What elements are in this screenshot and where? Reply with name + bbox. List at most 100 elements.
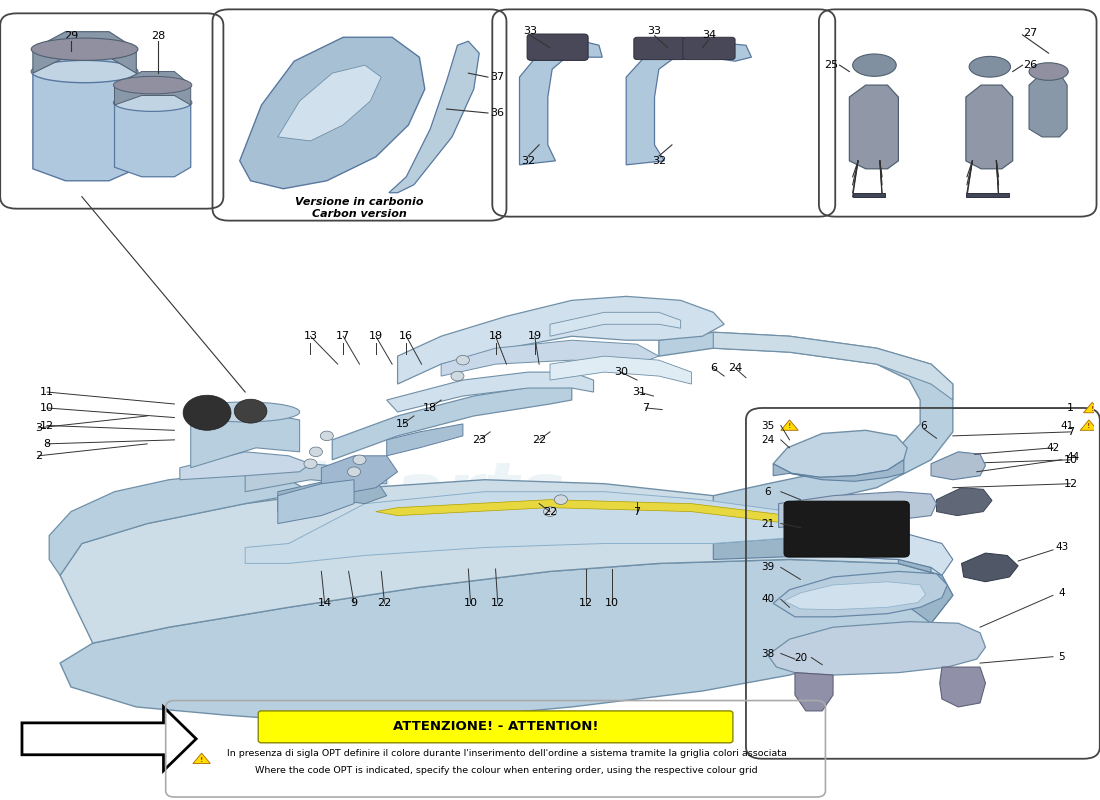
Text: 22: 22	[543, 506, 557, 517]
Text: 40: 40	[761, 594, 774, 604]
Text: 12: 12	[40, 421, 54, 430]
Polygon shape	[278, 480, 354, 523]
Text: 10: 10	[1064, 454, 1077, 465]
Text: 13: 13	[304, 331, 318, 342]
Polygon shape	[781, 420, 799, 430]
Circle shape	[348, 467, 361, 477]
Polygon shape	[550, 356, 692, 384]
Text: 27: 27	[1024, 28, 1037, 38]
Text: el1parts: el1parts	[208, 458, 565, 533]
Circle shape	[451, 371, 464, 381]
Text: 3: 3	[35, 423, 42, 433]
Polygon shape	[245, 464, 387, 492]
Text: 1: 1	[1067, 403, 1074, 413]
Text: 31: 31	[632, 387, 647, 397]
Text: 38: 38	[761, 649, 774, 658]
Polygon shape	[773, 460, 904, 482]
Text: 6: 6	[764, 486, 771, 497]
Polygon shape	[190, 412, 299, 468]
Text: 29: 29	[64, 30, 78, 41]
Text: 23: 23	[472, 435, 486, 445]
Polygon shape	[387, 372, 594, 412]
Text: 43: 43	[1055, 542, 1068, 553]
Polygon shape	[1084, 402, 1100, 413]
Polygon shape	[779, 492, 936, 527]
Polygon shape	[966, 193, 1010, 197]
Polygon shape	[1080, 420, 1098, 430]
Polygon shape	[773, 430, 908, 478]
Ellipse shape	[969, 56, 1011, 77]
Polygon shape	[939, 667, 986, 707]
Text: !: !	[788, 423, 791, 430]
Text: 12: 12	[491, 598, 505, 608]
Text: 15: 15	[396, 419, 410, 429]
Text: 20: 20	[794, 653, 807, 662]
Text: 16: 16	[399, 331, 414, 342]
Polygon shape	[240, 38, 425, 189]
Polygon shape	[278, 480, 387, 512]
Polygon shape	[659, 332, 953, 523]
Text: 37: 37	[491, 72, 504, 82]
Text: 10: 10	[40, 403, 54, 413]
Text: 6: 6	[920, 421, 926, 430]
Text: 30: 30	[614, 367, 628, 377]
Polygon shape	[852, 193, 886, 197]
Polygon shape	[387, 424, 463, 456]
Ellipse shape	[113, 94, 191, 111]
Text: 7: 7	[634, 506, 640, 517]
Text: In presenza di sigla OPT definire il colore durante l'inserimento dell'ordine a : In presenza di sigla OPT definire il col…	[227, 749, 786, 758]
Text: 25: 25	[824, 60, 838, 70]
Circle shape	[234, 399, 267, 423]
Polygon shape	[376, 500, 812, 523]
Text: 33: 33	[524, 26, 538, 36]
Polygon shape	[713, 332, 953, 400]
Text: 26: 26	[1024, 60, 1037, 70]
Polygon shape	[397, 296, 724, 384]
Circle shape	[183, 395, 231, 430]
Polygon shape	[245, 492, 833, 563]
Circle shape	[353, 455, 366, 465]
Circle shape	[304, 459, 317, 469]
Polygon shape	[441, 340, 659, 376]
Text: 7: 7	[1067, 427, 1074, 437]
Text: 33: 33	[648, 26, 661, 36]
Polygon shape	[966, 85, 1013, 169]
Text: 14: 14	[318, 598, 332, 608]
Polygon shape	[332, 384, 572, 460]
Text: 12: 12	[1064, 478, 1078, 489]
Text: 24: 24	[761, 435, 774, 445]
Text: !: !	[200, 757, 204, 762]
Polygon shape	[936, 488, 992, 515]
Text: 34: 34	[702, 30, 716, 40]
Polygon shape	[33, 54, 136, 181]
Text: 9: 9	[351, 598, 358, 608]
Text: 22: 22	[377, 598, 392, 608]
Text: 44: 44	[1066, 452, 1079, 462]
Ellipse shape	[1028, 62, 1068, 80]
FancyBboxPatch shape	[683, 38, 735, 59]
Text: 28: 28	[151, 30, 165, 41]
Polygon shape	[822, 531, 953, 575]
Text: 18: 18	[488, 331, 503, 342]
Text: 18: 18	[424, 403, 438, 413]
Text: 5: 5	[1058, 652, 1065, 662]
Text: 17: 17	[337, 331, 350, 342]
Text: Versione in carbonio: Versione in carbonio	[295, 198, 424, 207]
Ellipse shape	[31, 60, 138, 82]
Text: 21: 21	[761, 518, 774, 529]
Polygon shape	[22, 707, 196, 770]
Text: .com: .com	[534, 550, 675, 602]
Polygon shape	[321, 456, 397, 496]
Polygon shape	[179, 452, 310, 480]
Text: 19: 19	[528, 331, 542, 342]
Ellipse shape	[852, 54, 896, 76]
Circle shape	[309, 447, 322, 457]
Circle shape	[554, 495, 568, 505]
Circle shape	[456, 355, 470, 365]
Text: 22: 22	[532, 435, 547, 445]
Text: !: !	[1090, 406, 1093, 412]
Text: 36: 36	[491, 108, 504, 118]
Text: 2: 2	[35, 451, 42, 461]
Text: 32: 32	[652, 156, 666, 166]
FancyBboxPatch shape	[784, 502, 910, 557]
